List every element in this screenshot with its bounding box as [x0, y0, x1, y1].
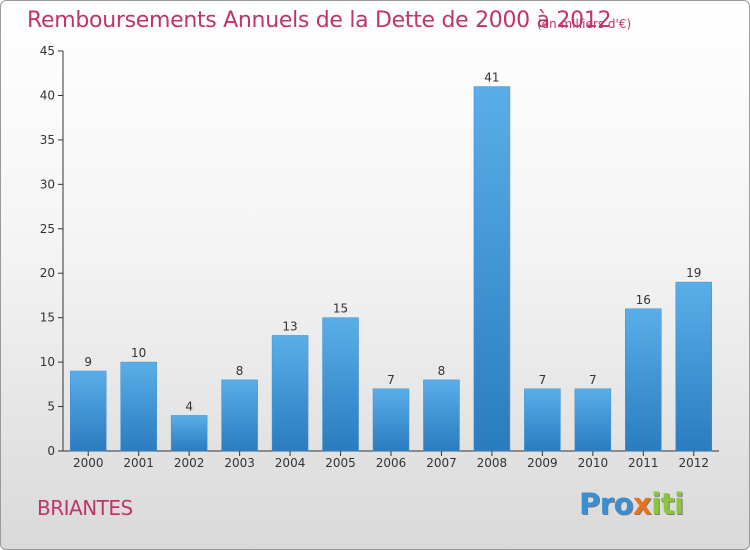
bar-outline-2002 — [170, 415, 208, 452]
bar-2006 — [373, 388, 409, 451]
data-label-2000: 9 — [84, 355, 92, 369]
y-tick-label: 0 — [47, 444, 55, 458]
bars: 9 10 4 8 13 15 7 8 41 7 7 16 19 — [69, 71, 713, 452]
proxiti-logo[interactable]: Proxiti — [579, 487, 684, 521]
logo-letter: t — [660, 487, 675, 521]
bar-outline-2007 — [423, 379, 460, 452]
bar-2003 — [221, 379, 258, 451]
bar-outline-2012 — [675, 281, 713, 452]
y-tick-label: 15 — [40, 311, 55, 325]
x-tick-label-2010: 2010 — [578, 456, 609, 470]
unit-note: (en milliers d'€) — [537, 17, 632, 31]
place-name: BRIANTES — [37, 496, 133, 520]
logo-letter: P — [579, 487, 600, 521]
logo-letter: r — [599, 487, 614, 521]
x-tick-label-2003: 2003 — [224, 456, 255, 470]
data-label-2009: 7 — [539, 373, 547, 387]
x-tick-label-2006: 2006 — [376, 456, 407, 470]
y-tick-label: 5 — [47, 400, 55, 414]
bar-outline-2008 — [473, 86, 511, 452]
y-tick-label: 10 — [40, 355, 55, 369]
x-tick-label-2008: 2008 — [477, 456, 508, 470]
x-tick-label-2007: 2007 — [426, 456, 457, 470]
bar-outline-2009 — [524, 388, 561, 452]
bar-outline-2004 — [271, 335, 309, 452]
y-tick-label: 35 — [40, 133, 55, 147]
data-label-2002: 4 — [185, 399, 193, 413]
data-label-2001: 10 — [131, 346, 146, 360]
x-tick-label-2002: 2002 — [174, 456, 205, 470]
data-label-2005: 15 — [333, 302, 348, 316]
bar-2001 — [120, 362, 157, 451]
y-tick-label: 45 — [40, 44, 55, 58]
logo-letter: i — [651, 487, 661, 521]
chart-title: Remboursements Annuels de la Dette de 20… — [27, 8, 612, 33]
bar-2010 — [574, 388, 611, 451]
bar-2008 — [473, 86, 510, 452]
data-label-2008: 41 — [484, 71, 499, 85]
data-label-2010: 7 — [589, 373, 597, 387]
x-tick-label-2000: 2000 — [73, 456, 104, 470]
bar-2009 — [524, 388, 561, 451]
data-label-2003: 8 — [236, 364, 244, 378]
data-label-2006: 7 — [387, 373, 395, 387]
x-tick-label-2004: 2004 — [275, 456, 306, 470]
x-tick-label-2005: 2005 — [325, 456, 356, 470]
bar-outline-2003 — [221, 379, 258, 452]
x-tick-label-2001: 2001 — [123, 456, 154, 470]
bar-outline-2006 — [372, 388, 410, 452]
x-tick-label-2011: 2011 — [628, 456, 659, 470]
logo-letter: x — [633, 487, 652, 521]
bar-2007 — [423, 379, 460, 451]
bar-2005 — [322, 317, 359, 451]
data-label-2011: 16 — [636, 293, 651, 307]
data-label-2007: 8 — [438, 364, 446, 378]
y-tick-label: 40 — [40, 88, 55, 102]
bar-2004 — [272, 335, 309, 451]
y-tick-label: 25 — [40, 222, 55, 236]
data-label-2012: 19 — [686, 266, 701, 280]
x-tick-label-2009: 2009 — [527, 456, 558, 470]
bar-outline-2001 — [120, 361, 157, 452]
data-label-2004: 13 — [282, 319, 297, 333]
logo-letter: o — [613, 487, 634, 521]
y-tick-label: 20 — [40, 266, 55, 280]
x-tick-label-2012: 2012 — [678, 456, 709, 470]
logo-letter: i — [674, 487, 684, 521]
bar-2012 — [675, 282, 712, 451]
bar-outline-2011 — [625, 308, 662, 452]
bar-2000 — [70, 371, 107, 451]
y-tick-label: 30 — [40, 177, 55, 191]
bar-outline-2010 — [574, 388, 612, 452]
bar-outline-2005 — [322, 317, 359, 452]
bar-2011 — [625, 308, 662, 451]
bar-2002 — [171, 415, 208, 451]
bar-outline-2000 — [69, 370, 107, 452]
